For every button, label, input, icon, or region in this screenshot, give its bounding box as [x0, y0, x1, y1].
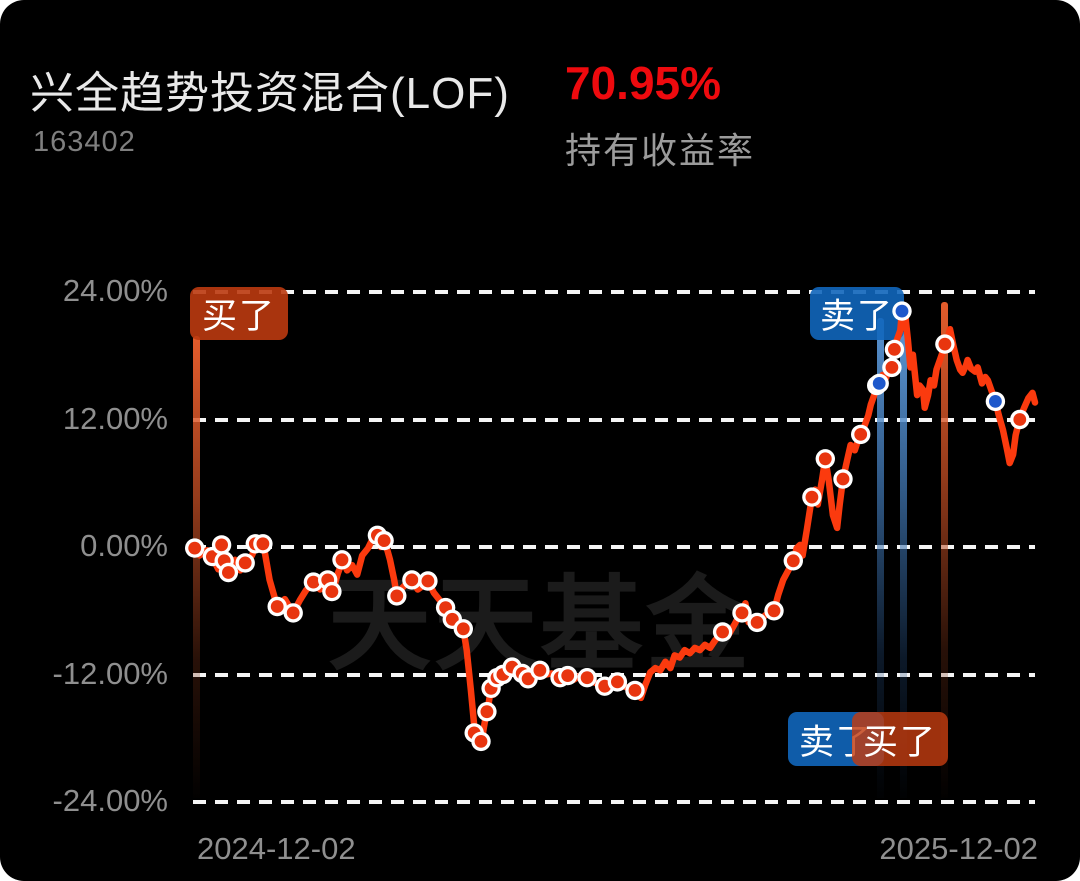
gridline [193, 417, 1035, 422]
red-trade-point-marker [885, 361, 899, 374]
blue-trade-point-marker [989, 395, 1002, 408]
red-trade-point-marker [818, 452, 832, 466]
red-trade-point-marker [767, 604, 781, 618]
red-trade-point-marker [805, 490, 819, 504]
sell-event-bar [900, 332, 908, 798]
red-trade-point-marker [735, 606, 749, 620]
red-trade-point-marker [188, 541, 202, 555]
red-trade-point-marker [215, 538, 229, 552]
x-axis-end-label: 2025-12-02 [879, 831, 1038, 866]
buy-event-bar [192, 336, 200, 798]
buy-event-chip-label: 买了 [201, 297, 276, 336]
red-trade-point-marker [270, 600, 284, 613]
gridline [193, 800, 1035, 804]
sell-event-bar [877, 318, 885, 798]
red-trade-point-marker [750, 616, 764, 629]
red-trade-point-marker [1013, 413, 1027, 426]
red-trade-point-marker [938, 337, 952, 351]
red-trade-point-marker [238, 556, 252, 570]
red-trade-point-marker [325, 585, 339, 598]
red-trade-point-marker [836, 472, 850, 486]
buy-event-chip-label: 买了 [862, 722, 937, 762]
red-trade-point-marker [611, 675, 624, 689]
buy-event-chip-top: 买了 [190, 287, 288, 340]
red-trade-point-marker [521, 672, 535, 686]
red-trade-point-marker [533, 663, 547, 677]
red-trade-point-marker [580, 671, 594, 685]
red-trade-point-marker [474, 735, 488, 748]
red-trade-point-marker [480, 705, 494, 719]
red-trade-point-marker [222, 566, 235, 579]
sell-event-chip-label: 卖了 [819, 297, 894, 336]
blue-trade-point-marker [895, 304, 909, 318]
red-trade-point-marker [421, 574, 435, 588]
red-trade-point-marker [456, 622, 470, 636]
red-trade-point-marker [256, 537, 270, 551]
fund-code: 163402 [33, 126, 136, 158]
holding-return-value: 70.95% [565, 57, 722, 109]
y-axis-tick-label: -24.00% [52, 783, 168, 818]
red-trade-point-marker [377, 534, 391, 547]
buy-event-chip-bottom: 买了 [852, 712, 948, 766]
red-trade-point-marker [307, 575, 320, 589]
buy-event-bar [940, 302, 948, 798]
red-trade-point-marker [445, 612, 459, 626]
y-axis-tick-label: -12.00% [52, 655, 168, 691]
sell-event-chip-top: 卖了 [810, 287, 904, 340]
red-trade-point-marker [335, 553, 349, 567]
holding-return-label: 持有收益率 [565, 130, 756, 171]
red-trade-point-marker [786, 554, 800, 568]
red-trade-point-marker [888, 343, 901, 356]
x-axis-start-label: 2024-12-02 [197, 831, 356, 866]
red-trade-point-marker [390, 589, 404, 603]
blue-trade-point-marker [872, 377, 886, 390]
y-axis-tick-label: 12.00% [62, 400, 168, 436]
red-trade-point-marker [561, 669, 575, 682]
y-axis-tick-label: 24.00% [62, 273, 168, 308]
gridline [193, 290, 1035, 294]
red-trade-point-marker [405, 573, 419, 587]
red-trade-point-marker [716, 625, 729, 639]
red-trade-point-marker [628, 684, 642, 697]
fund-name: 兴全趋势投资混合(LOF) [30, 69, 510, 118]
y-axis-tick-label: 0.00% [80, 528, 168, 563]
gridline [193, 545, 1035, 549]
red-trade-point-marker [286, 606, 300, 620]
red-trade-point-marker [854, 428, 868, 441]
